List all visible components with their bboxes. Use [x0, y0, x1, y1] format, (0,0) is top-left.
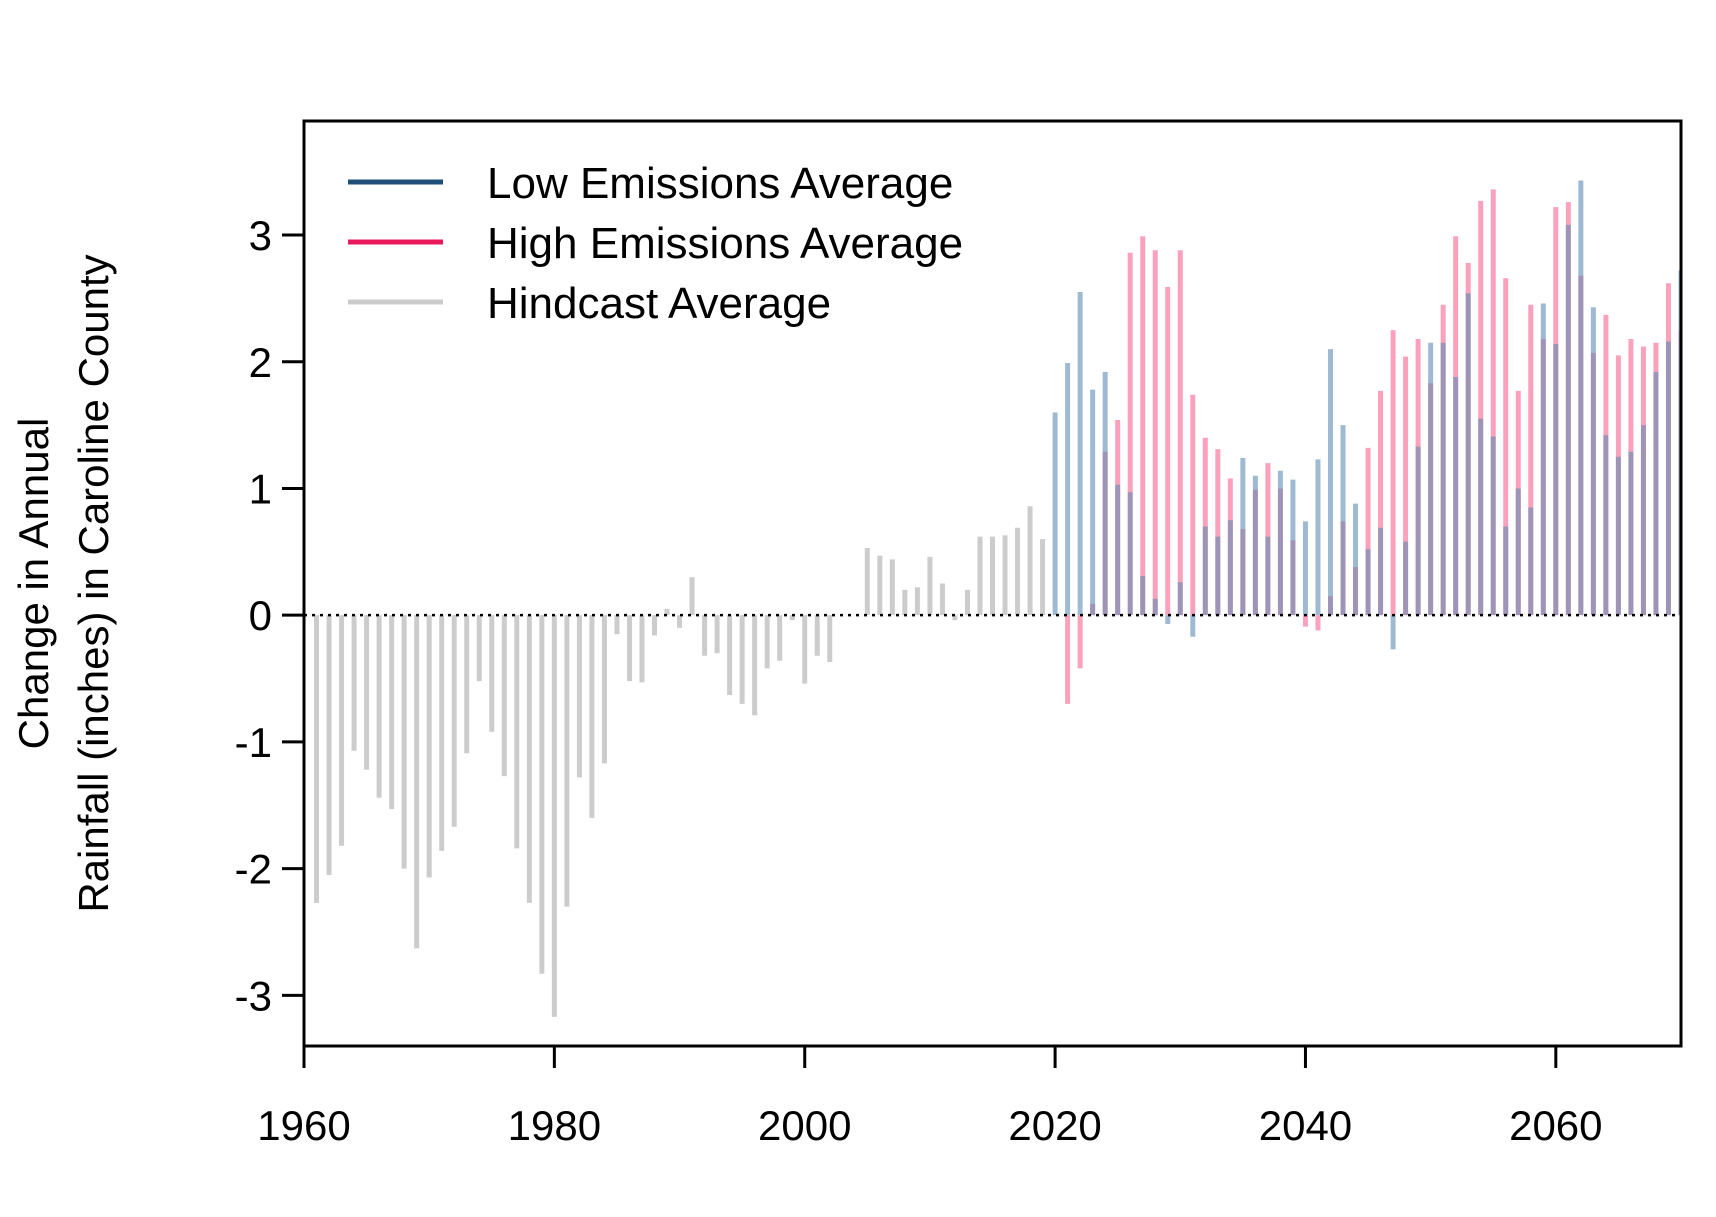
y-axis-title-line-2: Rainfall (inches) in Caroline County [70, 254, 117, 912]
y-axis-title-line-1: Change in Annual [10, 418, 57, 750]
x-tick-label-2060: 2060 [1509, 1102, 1602, 1149]
y-tick-label--2: -2 [235, 846, 272, 893]
x-tick-label-1960: 1960 [257, 1102, 350, 1149]
x-tick-label-2000: 2000 [758, 1102, 851, 1149]
bars-layer [314, 180, 1681, 1017]
y-tick-label--3: -3 [235, 972, 272, 1019]
legend-item-hindcast-average: Hindcast Average [348, 279, 831, 328]
legend-label: High Emissions Average [487, 219, 963, 268]
legend-item-high-emissions-average: High Emissions Average [348, 219, 963, 268]
y-tick-label-3: 3 [249, 212, 272, 259]
hindcast-average-series [314, 506, 1046, 1017]
x-tick-label-2020: 2020 [1008, 1102, 1101, 1149]
low-emissions-average-series [1052, 180, 1681, 650]
legend-item-low-emissions-average: Low Emissions Average [348, 159, 953, 208]
y-axis: -3 -2 -1 0 1 2 3 [235, 212, 306, 1019]
y-tick-label-0: 0 [249, 592, 272, 639]
x-axis: 1960 1980 2000 2020 2040 2060 [257, 1044, 1603, 1149]
y-tick-label--1: -1 [235, 719, 272, 766]
y-axis-title: Change in Annual Rainfall (inches) in Ca… [10, 254, 117, 912]
high-emissions-average-series [1065, 189, 1681, 704]
legend-label: Low Emissions Average [487, 159, 953, 208]
x-tick-label-1980: 1980 [508, 1102, 601, 1149]
legend: Low Emissions Average High Emissions Aver… [348, 159, 963, 328]
y-tick-label-2: 2 [249, 339, 272, 386]
x-tick-label-2040: 2040 [1259, 1102, 1352, 1149]
y-tick-label-1: 1 [249, 465, 272, 512]
legend-label: Hindcast Average [487, 279, 831, 328]
